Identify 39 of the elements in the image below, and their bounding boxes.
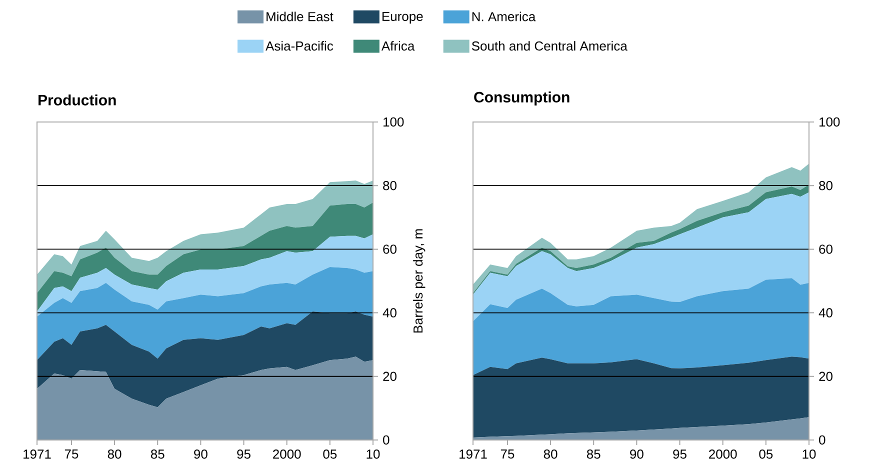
x-tick-label: 80 xyxy=(544,450,558,459)
y-tick-label: 100 xyxy=(820,117,840,127)
y-axis-title: Barrels per day, m xyxy=(413,229,426,333)
x-tick-label: 90 xyxy=(630,450,644,459)
y-tick-label: 40 xyxy=(818,308,832,318)
x-tick-label: 80 xyxy=(108,450,122,459)
chart-title: Production xyxy=(38,94,116,106)
y-tick-label: 0 xyxy=(383,435,390,445)
chart-title: Consumption xyxy=(474,91,570,106)
legend-label: Asia-Pacific xyxy=(266,41,334,51)
x-tick-label: 10 xyxy=(366,450,380,459)
x-tick-label: 05 xyxy=(323,450,337,459)
y-tick-label: 80 xyxy=(383,180,396,190)
x-tick-label: 85 xyxy=(586,450,600,459)
y-tick-label: 20 xyxy=(383,372,396,381)
x-tick-label: 75 xyxy=(64,450,78,459)
legend-label: Europe xyxy=(382,12,423,24)
x-tick-label: 1971 xyxy=(460,450,487,459)
x-tick-label: 85 xyxy=(150,450,164,459)
legend-label: Middle East xyxy=(266,12,334,22)
y-tick-label: 40 xyxy=(382,308,396,318)
y-tick-label: 80 xyxy=(819,180,832,190)
x-tick-label: 90 xyxy=(194,450,208,459)
x-tick-label: 75 xyxy=(500,450,514,459)
legend-label: N. America xyxy=(472,12,536,22)
x-tick-label: 05 xyxy=(759,450,773,459)
legend-label: South and Central America xyxy=(472,41,628,51)
legend-label: Africa xyxy=(381,41,415,51)
x-tick-label: 2000 xyxy=(273,450,301,459)
x-tick-label: 10 xyxy=(802,450,816,459)
x-tick-label: 1971 xyxy=(24,450,51,459)
y-tick-label: 60 xyxy=(819,244,832,254)
x-tick-label: 95 xyxy=(673,450,686,459)
y-tick-label: 60 xyxy=(383,244,396,254)
y-tick-label: 0 xyxy=(819,435,826,445)
y-tick-label: 100 xyxy=(384,117,404,127)
y-tick-label: 20 xyxy=(819,372,832,381)
x-tick-label: 2000 xyxy=(709,450,737,459)
x-tick-label: 95 xyxy=(237,450,250,459)
